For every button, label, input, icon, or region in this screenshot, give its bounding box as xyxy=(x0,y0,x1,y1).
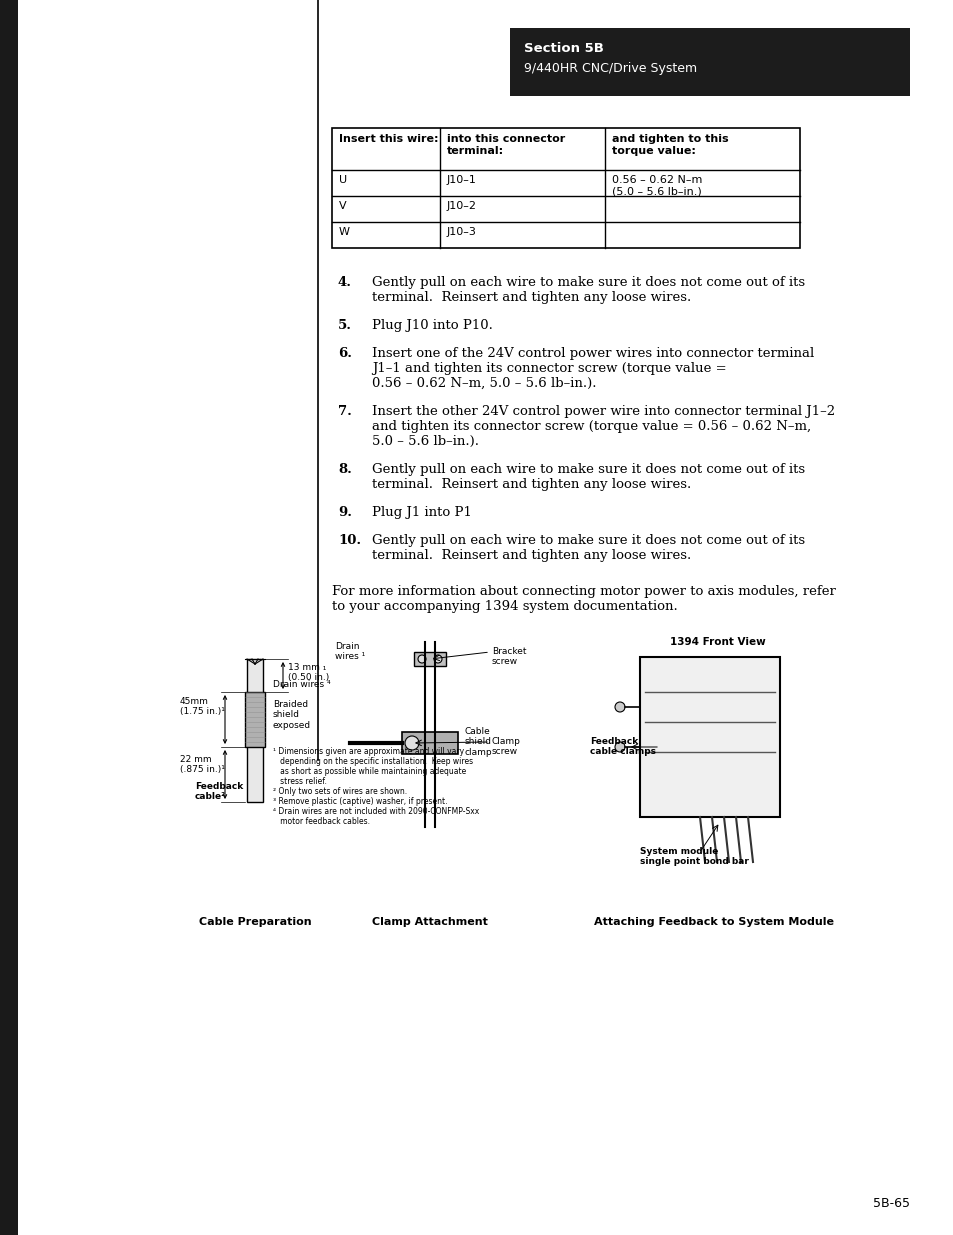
Text: Section 5B: Section 5B xyxy=(523,42,603,56)
Text: (0.50 in.): (0.50 in.) xyxy=(288,673,329,682)
Text: 5B-65: 5B-65 xyxy=(872,1197,909,1210)
Circle shape xyxy=(405,736,418,750)
Text: 0.56 – 0.62 N–m
(5.0 – 5.6 lb–in.): 0.56 – 0.62 N–m (5.0 – 5.6 lb–in.) xyxy=(612,175,701,196)
Text: Insert this wire:: Insert this wire: xyxy=(338,135,438,144)
Text: 13 mm ₁: 13 mm ₁ xyxy=(288,663,326,672)
Text: U: U xyxy=(338,175,347,185)
Text: J10–2: J10–2 xyxy=(447,201,476,211)
Text: 6.: 6. xyxy=(337,347,352,359)
Circle shape xyxy=(615,742,624,752)
Text: 4.: 4. xyxy=(337,275,352,289)
Text: motor feedback cables.: motor feedback cables. xyxy=(273,818,370,826)
Text: Plug J10 into P10.: Plug J10 into P10. xyxy=(372,319,493,332)
Text: as short as possible while maintaining adequate: as short as possible while maintaining a… xyxy=(273,767,466,776)
Text: Gently pull on each wire to make sure it does not come out of its
terminal.  Rei: Gently pull on each wire to make sure it… xyxy=(372,275,804,304)
Text: ³ Remove plastic (captive) washer, if present.: ³ Remove plastic (captive) washer, if pr… xyxy=(273,797,447,806)
Text: 8.: 8. xyxy=(337,463,352,475)
Circle shape xyxy=(615,701,624,713)
Text: V: V xyxy=(338,201,346,211)
Text: For more information about connecting motor power to axis modules, refer
to your: For more information about connecting mo… xyxy=(332,585,835,613)
Text: Clamp Attachment: Clamp Attachment xyxy=(372,918,487,927)
Text: 9/440HR CNC/Drive System: 9/440HR CNC/Drive System xyxy=(523,62,697,75)
Text: Cable Preparation: Cable Preparation xyxy=(198,918,311,927)
Text: and tighten to this
torque value:: and tighten to this torque value: xyxy=(612,135,728,156)
Bar xyxy=(639,657,780,818)
Text: 7.: 7. xyxy=(337,405,352,417)
Text: 5.: 5. xyxy=(337,319,352,332)
Text: ¹ Dimensions given are approximate and will vary: ¹ Dimensions given are approximate and w… xyxy=(273,747,464,756)
Text: 1394 Front View: 1394 Front View xyxy=(669,637,765,647)
Bar xyxy=(510,28,909,96)
Text: System module
single point bond bar: System module single point bond bar xyxy=(639,847,748,867)
Text: Insert one of the 24V control power wires into connector terminal
J1–1 and tight: Insert one of the 24V control power wire… xyxy=(372,347,814,390)
Text: Drain
wires ¹: Drain wires ¹ xyxy=(335,642,365,662)
Text: Plug J1 into P1: Plug J1 into P1 xyxy=(372,506,472,519)
Text: Cable
shield
clamp: Cable shield clamp xyxy=(464,727,492,757)
Text: Attaching Feedback to System Module: Attaching Feedback to System Module xyxy=(594,918,833,927)
Text: ⁴ Drain wires are not included with 2090-CONFMP-Sxx: ⁴ Drain wires are not included with 2090… xyxy=(273,806,478,816)
Circle shape xyxy=(434,655,441,663)
Bar xyxy=(414,652,446,666)
Text: 45mm
(1.75 in.)¹: 45mm (1.75 in.)¹ xyxy=(180,697,225,716)
Bar xyxy=(245,692,265,747)
Text: W: W xyxy=(338,227,350,237)
Text: ² Only two sets of wires are shown.: ² Only two sets of wires are shown. xyxy=(273,787,407,797)
Bar xyxy=(332,128,800,248)
Text: 22 mm
(.875 in.)¹: 22 mm (.875 in.)¹ xyxy=(180,755,225,774)
Text: 9.: 9. xyxy=(337,506,352,519)
Text: stress relief.: stress relief. xyxy=(273,777,327,785)
Text: Drain wires ⁴: Drain wires ⁴ xyxy=(273,680,331,689)
Text: into this connector
terminal:: into this connector terminal: xyxy=(447,135,565,156)
Text: Feedback
cable²: Feedback cable² xyxy=(194,782,243,802)
Text: J10–1: J10–1 xyxy=(447,175,476,185)
Text: Braided
shield
exposed: Braided shield exposed xyxy=(273,700,311,730)
Text: Insert the other 24V control power wire into connector terminal J1–2
and tighten: Insert the other 24V control power wire … xyxy=(372,405,834,448)
Text: Gently pull on each wire to make sure it does not come out of its
terminal.  Rei: Gently pull on each wire to make sure it… xyxy=(372,463,804,492)
Circle shape xyxy=(417,655,426,663)
Text: 10.: 10. xyxy=(337,534,361,547)
Text: J10–3: J10–3 xyxy=(447,227,476,237)
Text: Feedback
cable clamps: Feedback cable clamps xyxy=(589,737,656,756)
Text: Clamp
screw: Clamp screw xyxy=(492,737,520,756)
Bar xyxy=(247,659,263,802)
Text: Gently pull on each wire to make sure it does not come out of its
terminal.  Rei: Gently pull on each wire to make sure it… xyxy=(372,534,804,562)
Text: depending on the specific installation.  Keep wires: depending on the specific installation. … xyxy=(273,757,473,766)
Bar xyxy=(401,732,457,755)
Text: Bracket
screw: Bracket screw xyxy=(492,647,526,667)
Bar xyxy=(0,0,18,1235)
